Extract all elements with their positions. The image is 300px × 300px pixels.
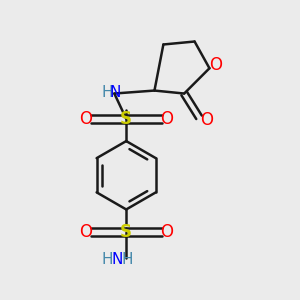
Text: H: H bbox=[122, 252, 134, 267]
Text: S: S bbox=[120, 110, 132, 128]
Text: H: H bbox=[101, 252, 113, 267]
Text: H: H bbox=[101, 85, 113, 100]
Text: O: O bbox=[160, 110, 173, 128]
Text: O: O bbox=[80, 110, 93, 128]
Text: N: N bbox=[112, 252, 123, 267]
Text: O: O bbox=[80, 223, 93, 241]
Text: O: O bbox=[160, 223, 173, 241]
Text: N: N bbox=[109, 85, 121, 100]
Text: O: O bbox=[209, 56, 222, 74]
Text: O: O bbox=[200, 111, 213, 129]
Text: S: S bbox=[120, 223, 132, 241]
